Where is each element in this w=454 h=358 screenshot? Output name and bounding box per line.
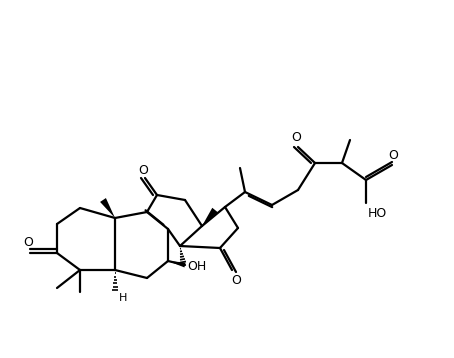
- Text: OH: OH: [187, 260, 206, 272]
- Text: O: O: [231, 274, 241, 286]
- Text: H: H: [119, 293, 127, 303]
- Polygon shape: [100, 198, 115, 218]
- Text: O: O: [388, 149, 398, 161]
- Text: HO: HO: [368, 207, 387, 219]
- Polygon shape: [168, 261, 186, 267]
- Polygon shape: [202, 208, 218, 226]
- Text: O: O: [138, 164, 148, 176]
- Text: O: O: [291, 131, 301, 144]
- Text: O: O: [23, 237, 33, 250]
